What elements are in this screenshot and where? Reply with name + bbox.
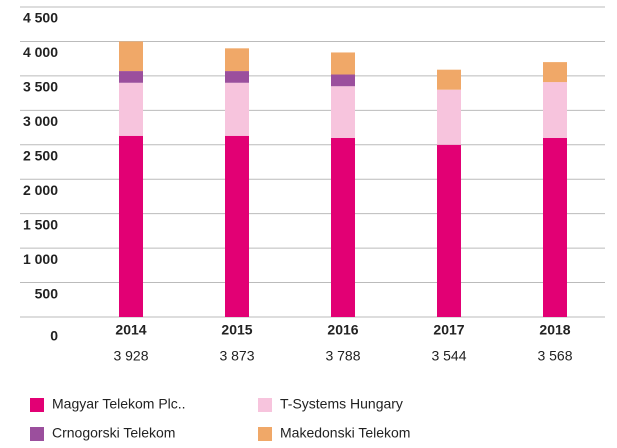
y-tick-label: 3 000 xyxy=(23,113,58,129)
legend-swatch xyxy=(30,398,44,412)
x-tick-label: 2016 xyxy=(327,322,358,338)
total-label: 3 928 xyxy=(113,348,148,364)
bar-segment xyxy=(437,69,461,90)
total-label: 3 544 xyxy=(431,348,466,364)
y-tick-label: 4 500 xyxy=(23,10,58,26)
bar-segment xyxy=(119,41,143,72)
bar-segment xyxy=(119,71,143,83)
total-label: 3 568 xyxy=(537,348,572,364)
y-tick-label: 1 000 xyxy=(23,251,58,267)
bar-segment xyxy=(543,62,567,83)
y-tick-label: 2 500 xyxy=(23,147,58,163)
x-tick-label: 2014 xyxy=(115,322,146,338)
bar-segment xyxy=(331,52,355,75)
bar-segment xyxy=(437,89,461,145)
y-tick-label: 500 xyxy=(35,285,59,301)
legend-swatch xyxy=(258,398,272,412)
bar-segment xyxy=(331,86,355,138)
legend-label: Makedonski Telekom xyxy=(280,425,410,441)
y-tick-label: 0 xyxy=(50,328,58,344)
y-tick-label: 3 500 xyxy=(23,79,58,95)
bar-segment xyxy=(119,82,143,136)
bar-segment xyxy=(225,135,249,317)
bar-segment xyxy=(437,144,461,317)
x-tick-label: 2017 xyxy=(433,322,464,338)
y-tick-label: 1 500 xyxy=(23,216,58,232)
legend-label: Crnogorski Telekom xyxy=(52,425,175,441)
y-tick-label: 4 000 xyxy=(23,44,58,60)
legend-label: T-Systems Hungary xyxy=(280,396,403,412)
total-label: 3 873 xyxy=(219,348,254,364)
bar-segment xyxy=(225,71,249,83)
legend-swatch xyxy=(30,427,44,441)
bar-segment xyxy=(225,82,249,136)
x-tick-label: 2018 xyxy=(539,322,570,338)
total-label: 3 788 xyxy=(325,348,360,364)
bar-segment xyxy=(331,137,355,317)
legend-swatch xyxy=(258,427,272,441)
legend-label: Magyar Telekom Plc.. xyxy=(52,396,186,412)
y-tick-label: 2 000 xyxy=(23,182,58,198)
bar-segment xyxy=(225,48,249,72)
bar-segment xyxy=(331,74,355,87)
bar-segment xyxy=(543,137,567,317)
bar-segment xyxy=(543,82,567,138)
bar-segment xyxy=(119,135,143,317)
x-tick-label: 2015 xyxy=(221,322,252,338)
